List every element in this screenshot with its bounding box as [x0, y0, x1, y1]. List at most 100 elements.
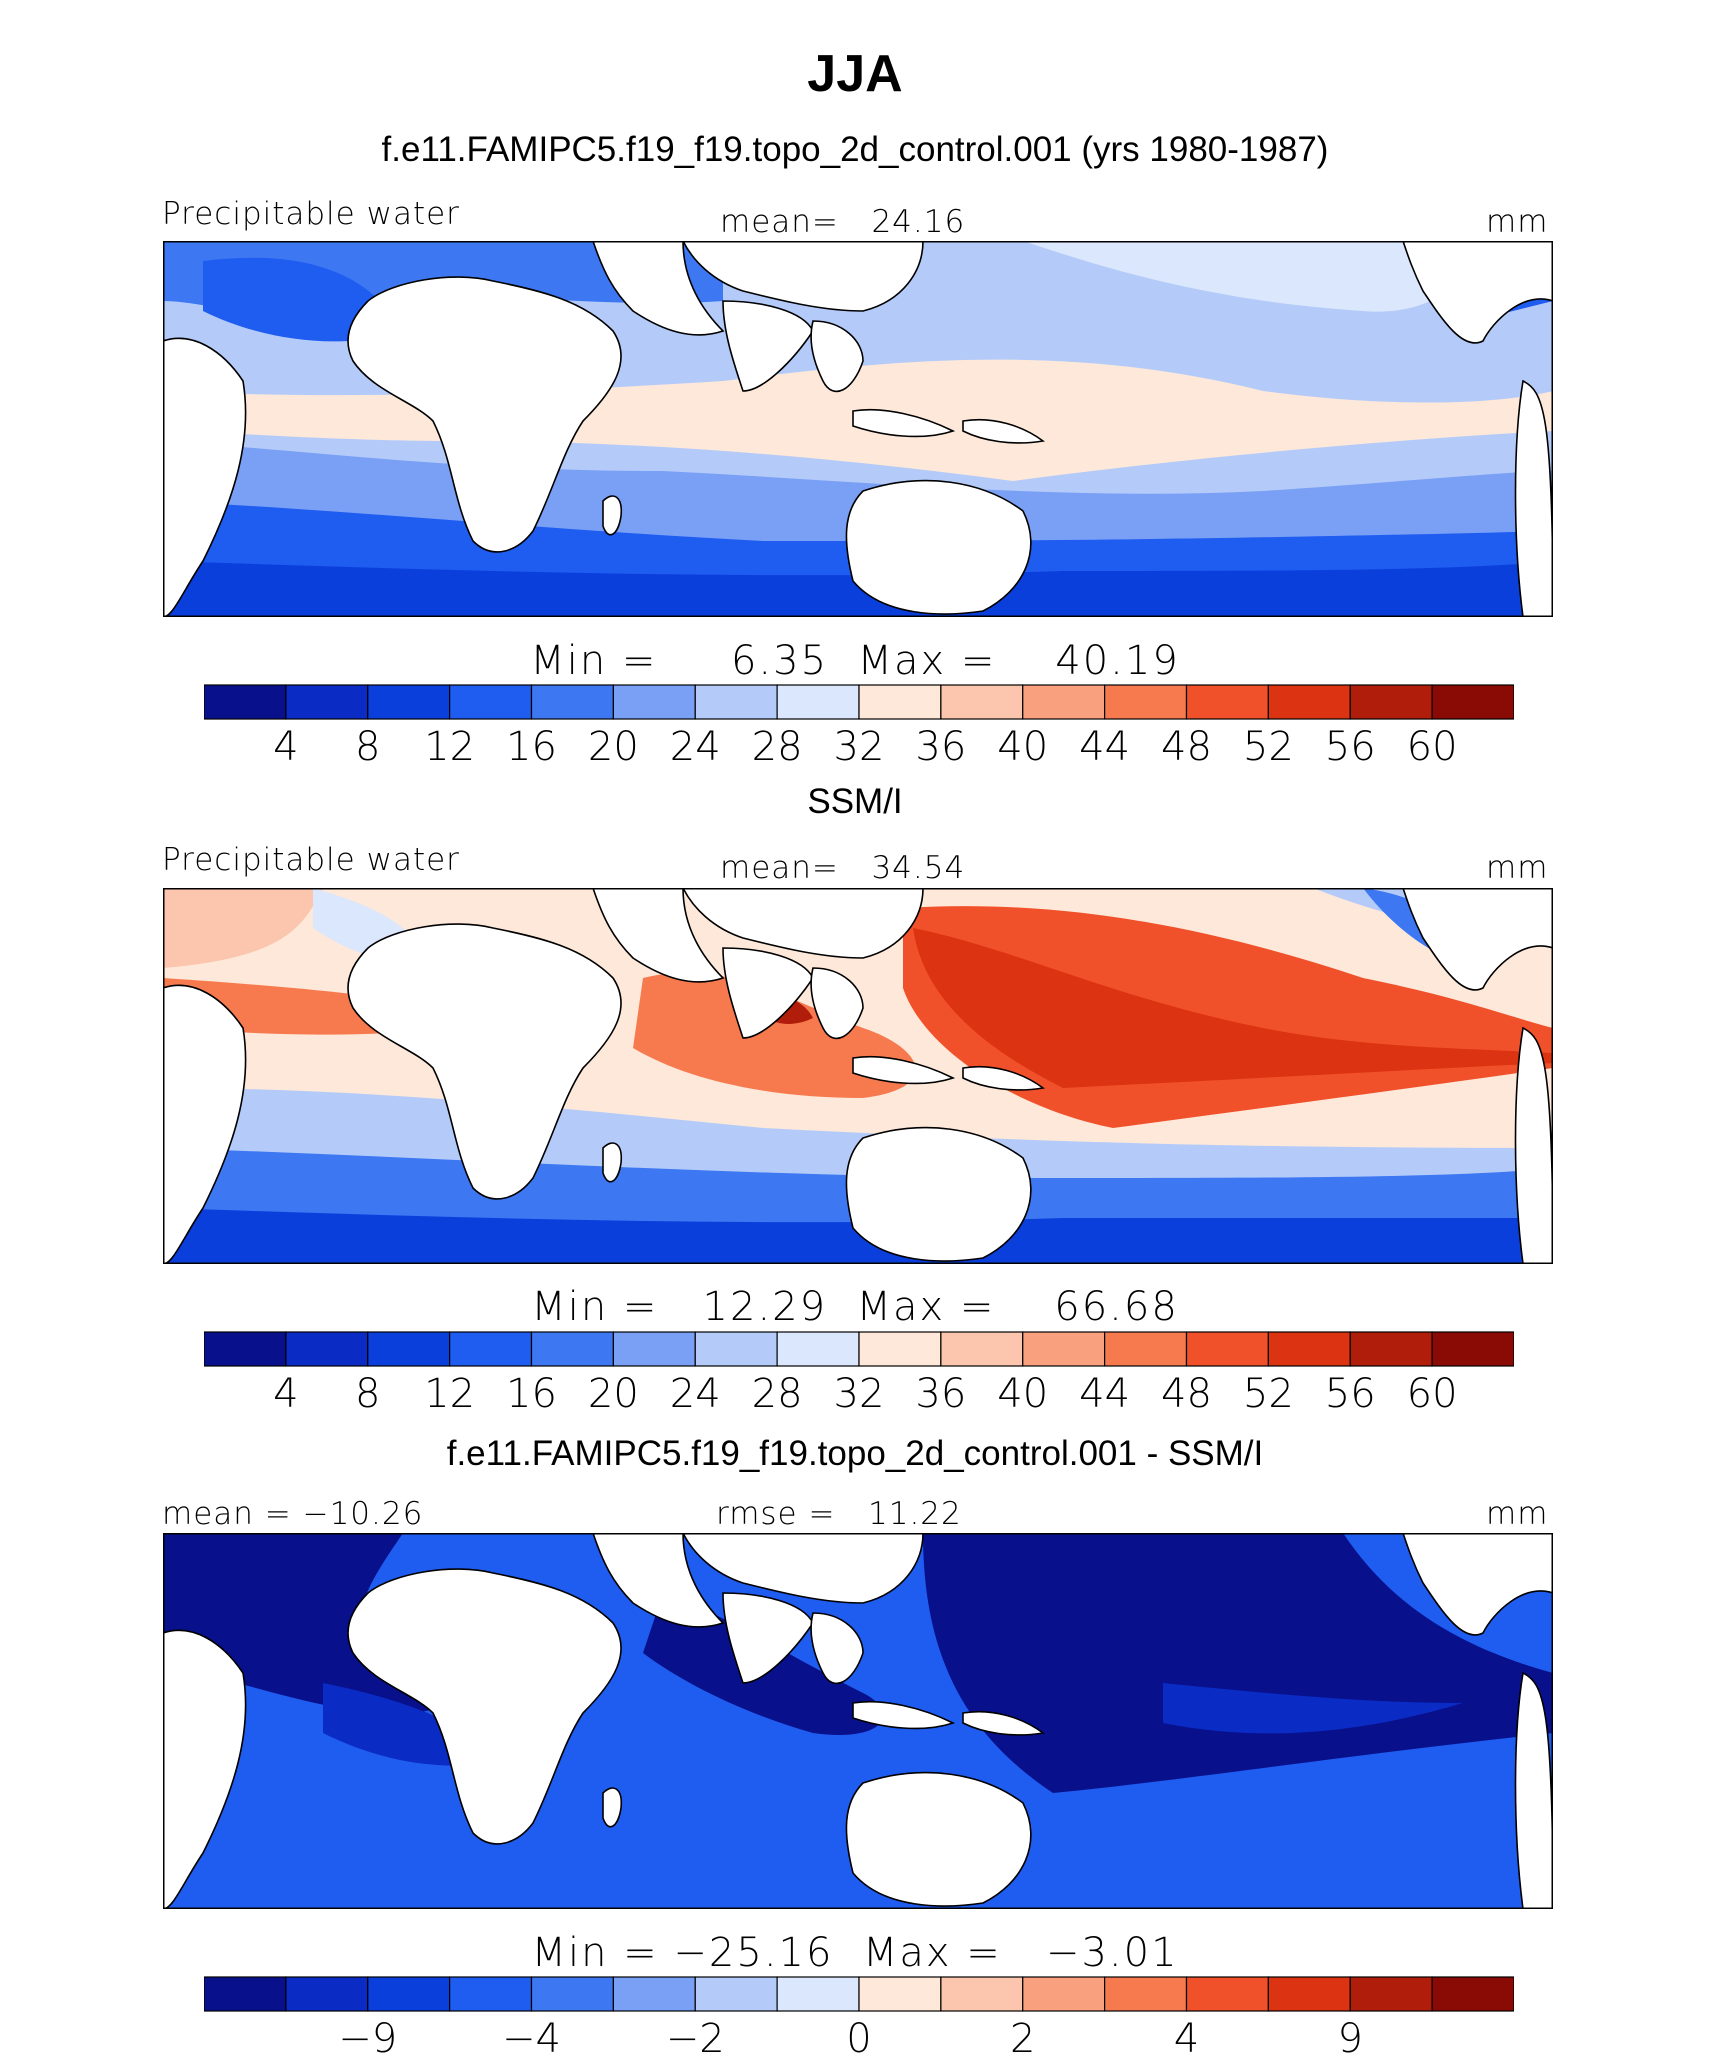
colorbar-tick-label: 36	[915, 724, 967, 770]
colorbar-swatch	[1185, 1976, 1269, 2012]
colorbar-tick-label: 20	[587, 724, 639, 770]
panel-diff-colorbar	[204, 1976, 1514, 2012]
colorbar-swatch	[204, 1331, 287, 1367]
colorbar-swatch	[1104, 684, 1188, 720]
map-frame	[163, 888, 1553, 1264]
land-mass	[810, 320, 864, 393]
land-mass	[682, 1533, 924, 1604]
panel-model-subtitle: f.e11.FAMIPC5.f19_f19.topo_2d_control.00…	[381, 130, 1329, 169]
colorbar-swatch	[1185, 684, 1269, 720]
colorbar-swatch	[694, 1976, 778, 2012]
colorbar-tick-label: 4	[273, 1371, 299, 1417]
colorbar-swatch	[1267, 684, 1351, 720]
colorbar-swatch	[858, 684, 942, 720]
colorbar-tick-label: 16	[506, 724, 557, 770]
panel-model-variable-label: Precipitable water	[162, 196, 460, 232]
colorbar-swatch	[449, 1976, 533, 2012]
colorbar-tick-label: −4	[502, 2016, 561, 2062]
panel-model-colorbar	[204, 684, 1514, 720]
colorbar-swatch	[776, 684, 860, 720]
colorbar-swatch	[1431, 684, 1514, 720]
contour-band	[1023, 241, 1493, 312]
land-mass	[1514, 379, 1553, 617]
colorbar-tick-label: 36	[915, 1371, 967, 1417]
colorbar-tick-label: −9	[338, 2016, 398, 2062]
map-frame	[163, 1533, 1553, 1909]
contour-band	[923, 1533, 1553, 1793]
colorbar-tick-label: 60	[1406, 724, 1458, 770]
colorbar-swatch	[694, 1331, 778, 1367]
land-mass	[682, 241, 924, 312]
colorbar-swatch	[940, 1976, 1024, 2012]
land-mass	[1402, 888, 1553, 991]
panel-obs-minmax: Min = 12.29 Max = 66.68	[531, 1284, 1179, 1330]
land-mass	[845, 1126, 1032, 1262]
land-mass	[347, 1568, 622, 1845]
panel-obs-subtitle: SSM/I	[807, 782, 903, 821]
colorbar-tick-label: 40	[997, 724, 1049, 770]
colorbar-swatch	[776, 1331, 860, 1367]
colorbar-swatch	[530, 1331, 614, 1367]
panel-obs-units-label: mm	[1486, 850, 1549, 886]
land-mass	[722, 1592, 814, 1684]
land-mass	[845, 479, 1032, 615]
panel-obs-variable-label: Precipitable water	[162, 842, 460, 878]
colorbar-tick-label: 28	[751, 1371, 803, 1417]
colorbar-tick-label: 12	[424, 724, 476, 770]
land-mass	[1402, 1533, 1553, 1636]
contour-band	[163, 1208, 1553, 1264]
colorbar-tick-label: 52	[1242, 724, 1294, 770]
colorbar-tick-label: 32	[833, 1371, 885, 1417]
colorbar-tick-label: 12	[424, 1371, 476, 1417]
colorbar-tick-label: 4	[1173, 2016, 1200, 2062]
colorbar-swatch	[367, 1331, 451, 1367]
colorbar-swatch	[694, 684, 778, 720]
colorbar-swatch	[1349, 684, 1433, 720]
land-mass	[722, 300, 814, 392]
panel-obs-map	[163, 888, 1553, 1264]
colorbar-swatch	[1431, 1331, 1514, 1367]
colorbar-swatch	[530, 684, 614, 720]
land-mass	[1514, 1026, 1553, 1264]
colorbar-swatch	[367, 1976, 451, 2012]
panel-model-minmax: Min = 6.35 Max = 40.19	[530, 638, 1180, 684]
colorbar-swatch	[858, 1331, 942, 1367]
colorbar-tick-label: 44	[1079, 1371, 1131, 1417]
land-mass	[347, 923, 622, 1200]
colorbar-swatch	[1022, 1976, 1106, 2012]
colorbar-swatch	[612, 1976, 696, 2012]
land-mass	[347, 276, 622, 553]
colorbar-swatch	[1022, 1331, 1106, 1367]
panel-diff-minmax: Min = −25.16 Max = −3.01	[531, 1930, 1179, 1976]
panel-obs-mean-label: mean= 34.54	[720, 850, 966, 886]
land-mass	[1514, 1671, 1553, 1909]
colorbar-swatch	[367, 684, 451, 720]
land-mass	[845, 1771, 1032, 1907]
contour-band	[633, 972, 916, 1098]
colorbar-tick-label: −2	[665, 2016, 725, 2062]
colorbar-swatch	[612, 1331, 696, 1367]
colorbar-tick-label: 52	[1242, 1371, 1294, 1417]
colorbar-tick-label: 32	[833, 724, 885, 770]
contour-band	[1163, 1683, 1463, 1734]
land-mass	[163, 337, 247, 617]
colorbar-swatch	[1185, 1331, 1269, 1367]
land-mass	[962, 1065, 1045, 1091]
land-mass	[682, 888, 924, 959]
colorbar-swatch	[940, 684, 1024, 720]
colorbar-swatch	[285, 1331, 369, 1367]
panel-model-map	[163, 241, 1553, 617]
land-mass	[852, 408, 956, 438]
contour-band	[163, 888, 323, 968]
land-mass	[962, 1710, 1045, 1736]
colorbar-swatch	[940, 1331, 1024, 1367]
colorbar-swatch	[776, 1976, 860, 2012]
colorbar-swatch	[1022, 684, 1106, 720]
panel-diff-mean-label: mean = −10.26	[162, 1496, 424, 1532]
colorbar-swatch	[449, 684, 533, 720]
colorbar-swatch	[204, 684, 287, 720]
panel-diff-map	[163, 1533, 1553, 1909]
land-mass	[592, 241, 725, 336]
colorbar-tick-label: 28	[751, 724, 803, 770]
land-mass	[962, 418, 1045, 444]
